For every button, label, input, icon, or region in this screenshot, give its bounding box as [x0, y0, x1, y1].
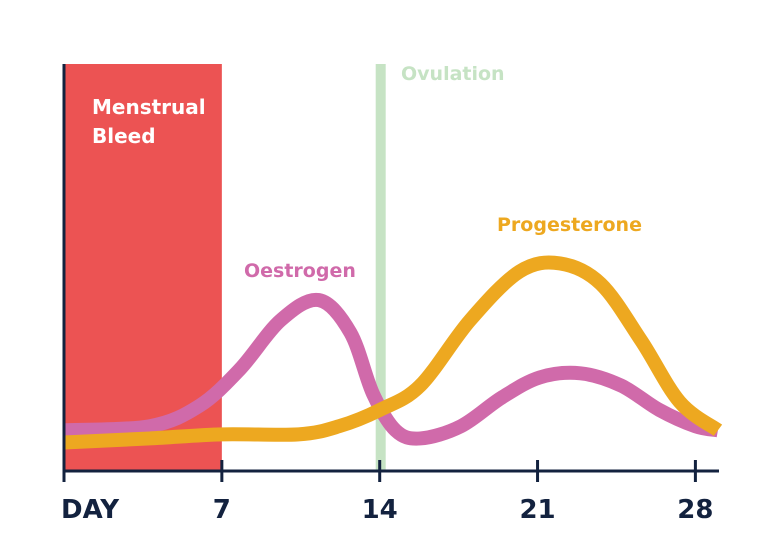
marker-ovulation [375, 64, 386, 471]
x-tick-label-0: DAY [61, 495, 120, 525]
menstrual-bleed-label: Menstrual Bleed [92, 95, 213, 148]
ovulation-label: Ovulation [401, 63, 505, 85]
x-ticks: DAY 7 14 21 28 [61, 460, 713, 525]
menstrual-bleed-label-line-2: Bleed [92, 124, 156, 148]
labels-layer: Menstrual Bleed Ovulation Oestrogen Prog… [92, 63, 642, 282]
x-tick-label-7: 7 [213, 495, 231, 525]
x-tick-label-14: 14 [362, 495, 398, 525]
axis-layer [62, 64, 719, 481]
x-tick-label-28: 28 [677, 495, 713, 525]
x-tick-label-21: 21 [519, 495, 555, 525]
progesterone-label: Progesterone [497, 214, 642, 236]
oestrogen-label: Oestrogen [244, 260, 356, 282]
series-line-oestrogen [63, 292, 720, 446]
menstrual-bleed-label-line-1: Menstrual [92, 95, 206, 119]
series-line-progesterone [63, 255, 723, 450]
markers-layer [375, 64, 386, 471]
series-layer [63, 255, 723, 450]
